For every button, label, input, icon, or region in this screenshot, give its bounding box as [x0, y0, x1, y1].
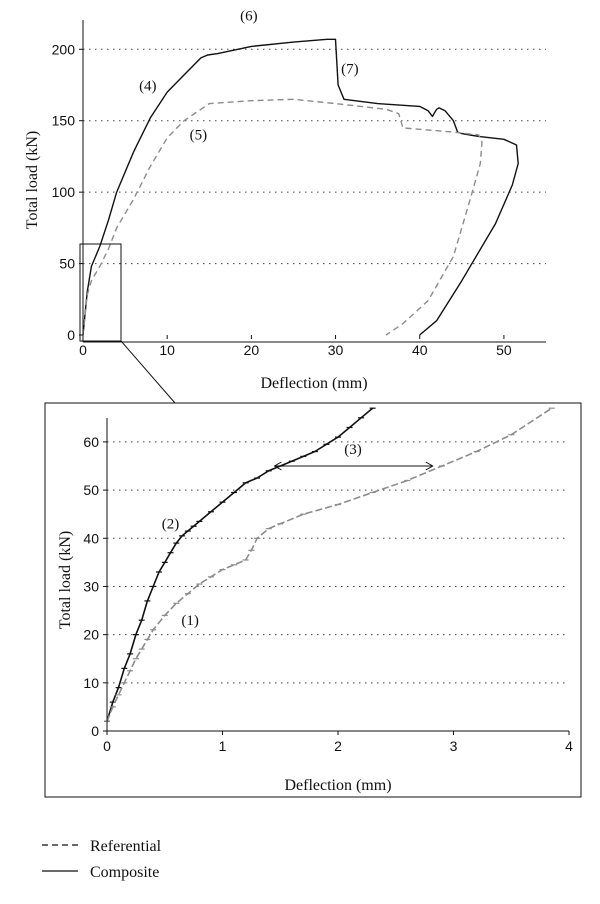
x-tick-label: 20 [244, 342, 260, 358]
grid-lines [103, 441, 570, 735]
y-tick-label: 60 [83, 434, 99, 450]
y-tick-label: 30 [83, 578, 99, 594]
tick-labels: 0 50 100 150 200 0 10 20 30 40 50 [52, 41, 512, 358]
x-axis-label: Deflection (mm) [284, 777, 391, 794]
x-tick-label: 0 [103, 738, 111, 754]
series-line-referential [106, 407, 553, 722]
zoomed-chart: 0 10 20 30 40 50 60 0 1 2 3 4 (1) (2) (3) Deflection … [44, 402, 582, 798]
x-tick-label: 40 [412, 342, 428, 358]
y-tick-label: 50 [59, 256, 75, 272]
y-tick-label: 20 [83, 627, 99, 643]
y-tick-label: 10 [83, 675, 99, 691]
tick-labels: 0 10 20 30 40 50 60 0 1 2 3 4 [83, 434, 573, 754]
x-tick-label: 10 [159, 342, 175, 358]
zoom-connector-line [120, 340, 176, 404]
y-tick-label: 200 [52, 41, 76, 57]
series-line-composite [82, 38, 519, 336]
plot-area [83, 20, 546, 342]
annotation-label: (6) [240, 9, 258, 25]
arrow-head-right [425, 461, 434, 471]
x-tick-label: 3 [450, 738, 458, 754]
y-tick-label: 0 [67, 327, 75, 343]
x-tick-label: 30 [328, 342, 344, 358]
y-axis-label: Total load (kN) [57, 531, 74, 629]
x-tick-label: 4 [565, 738, 573, 754]
inset-frame [44, 402, 582, 798]
annotation-label: (4) [139, 79, 157, 95]
x-tick-label: 1 [219, 738, 227, 754]
annotation-label: (1) [181, 613, 199, 629]
x-axis-label: Deflection (mm) [260, 375, 367, 392]
y-tick-label: 100 [52, 184, 76, 200]
legend: Referential Composite [42, 838, 162, 881]
zoom-region-box [79, 243, 122, 342]
x-tick-label: 50 [496, 342, 512, 358]
y-axis-label: Total load (kN) [24, 131, 41, 229]
annotation-label: (2) [162, 517, 180, 533]
y-tick-label: 50 [83, 482, 99, 498]
x-tick-label: 0 [79, 342, 87, 358]
legend-label-composite: Composite [90, 864, 159, 881]
annotation-label: (3) [344, 442, 362, 458]
annotation-label: (7) [341, 62, 359, 78]
legend-label-referential: Referential [90, 838, 162, 855]
series-lines [104, 407, 555, 722]
y-tick-label: 40 [83, 530, 99, 546]
y-tick-label: 150 [52, 113, 76, 129]
series-lines [82, 38, 519, 336]
x-tick-label: 2 [334, 738, 342, 754]
annotations: (1) (2) (3) [162, 442, 434, 629]
y-tick-label: 0 [91, 723, 99, 739]
arrow-head-left [273, 461, 282, 471]
overview-chart: 0 50 100 150 200 0 10 20 30 40 50 (4) (5) (6) (7) Def… [24, 9, 546, 404]
annotations: (4) (5) (6) (7) [139, 9, 359, 144]
series-line-referential [82, 98, 483, 336]
annotation-label: (5) [190, 127, 208, 143]
series-line-composite [106, 407, 374, 722]
